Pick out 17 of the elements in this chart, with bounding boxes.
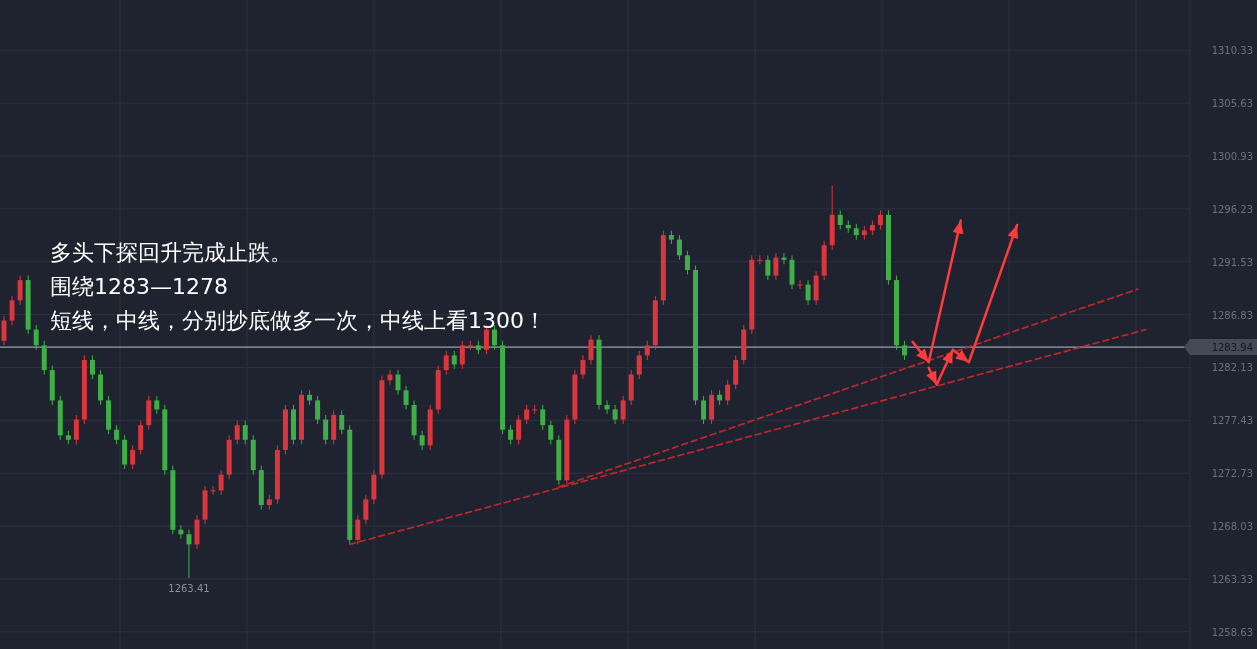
y-tick-label: 1263.33 — [1211, 573, 1253, 585]
annotation: 1263.41 — [168, 583, 210, 595]
y-tick-label: 1258.63 — [1211, 626, 1253, 638]
y-tick-label: 1300.93 — [1211, 151, 1253, 163]
y-tick-label: 1291.53 — [1211, 256, 1253, 268]
y-tick-label: 1282.13 — [1211, 362, 1253, 374]
y-tick-label: 1272.73 — [1211, 468, 1253, 480]
annotation: 多头下探回升完成止跌。 — [50, 240, 292, 265]
y-tick-label: 1286.83 — [1211, 309, 1253, 321]
y-tick-label: 1296.23 — [1211, 203, 1253, 215]
y-tick-label: 1277.43 — [1211, 415, 1253, 427]
y-tick-label: 1310.33 — [1211, 45, 1253, 57]
y-tick-label: 1268.03 — [1211, 521, 1253, 533]
annotation: 短线，中线，分别抄底做多一次，中线上看1300！ — [50, 308, 546, 333]
annotation: 围绕1283—1278 — [50, 274, 228, 299]
y-tick-label: 1305.63 — [1211, 98, 1253, 110]
ref-line-label: 1283.94 — [1211, 342, 1253, 354]
